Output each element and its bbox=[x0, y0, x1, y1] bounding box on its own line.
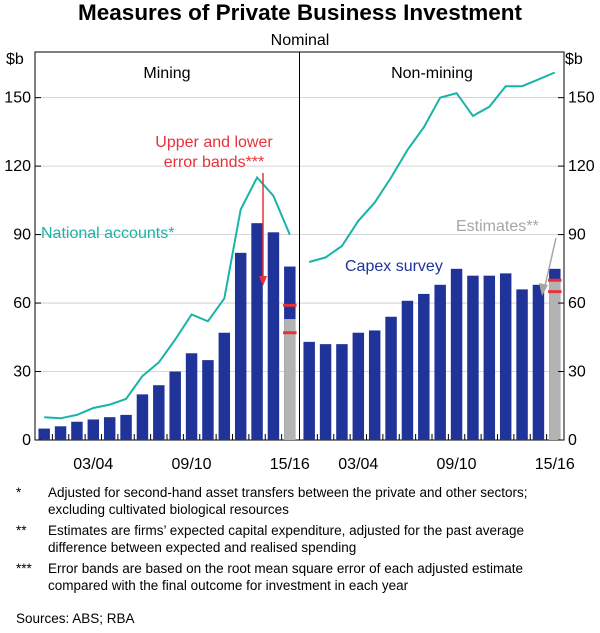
capex-bar bbox=[169, 371, 181, 440]
unit-left: $b bbox=[6, 51, 24, 68]
capex-bar bbox=[218, 332, 231, 440]
annotation-national-accounts: National accounts* bbox=[41, 225, 174, 242]
y-tick-label-right: 60 bbox=[568, 295, 586, 312]
x-tick-label: 15/16 bbox=[270, 456, 310, 473]
capex-bar bbox=[185, 353, 198, 440]
x-tick-label: 15/16 bbox=[535, 456, 575, 473]
unit-right: $b bbox=[565, 51, 583, 68]
x-tick-label: 03/04 bbox=[338, 456, 378, 473]
capex-bar bbox=[87, 419, 100, 440]
capex-bar bbox=[483, 275, 496, 440]
footnote: *** Error bands are based on the root me… bbox=[16, 560, 586, 594]
capex-bar bbox=[136, 394, 149, 440]
capex-bar bbox=[303, 341, 315, 440]
y-tick-label-right: 90 bbox=[568, 227, 586, 244]
y-tick-label-left: 0 bbox=[22, 432, 31, 449]
estimate-bar bbox=[284, 319, 296, 440]
annotation-capex-survey: Capex survey bbox=[345, 258, 443, 275]
capex-bar bbox=[153, 385, 165, 440]
capex-bar bbox=[516, 289, 528, 440]
y-tick-label-left: 90 bbox=[13, 227, 31, 244]
sources: Sources: ABS; RBA bbox=[16, 611, 135, 626]
error-bands-arrowhead bbox=[259, 276, 267, 286]
y-tick-label-left: 60 bbox=[13, 295, 31, 312]
y-tick-label-right: 30 bbox=[568, 364, 586, 381]
estimates-arrow bbox=[544, 237, 557, 287]
chart-marks bbox=[38, 71, 562, 440]
capex-bar bbox=[336, 344, 348, 440]
footnote-text: Estimates are firms’ expected capital ex… bbox=[48, 523, 525, 555]
x-tick-label: 09/10 bbox=[437, 456, 477, 473]
footnotes: * Adjusted for second-hand asset transfe… bbox=[16, 484, 586, 598]
capex-bar bbox=[450, 268, 463, 440]
footnote-text: Adjusted for second-hand asset transfers… bbox=[48, 485, 528, 517]
capex-bar bbox=[71, 421, 83, 440]
chart: Measures of Private Business Investment … bbox=[4, 0, 595, 473]
capex-bar bbox=[434, 284, 446, 440]
y-tick-label-left: 150 bbox=[4, 90, 31, 107]
y-tick-label-left: 30 bbox=[13, 364, 31, 381]
estimate-bar bbox=[549, 280, 561, 440]
panel-title-non-mining: Non-mining bbox=[391, 65, 473, 82]
footnote: ** Estimates are firms’ expected capital… bbox=[16, 522, 586, 556]
footnote: * Adjusted for second-hand asset transfe… bbox=[16, 484, 586, 518]
capex-bar bbox=[103, 417, 116, 440]
estimates-arrowhead bbox=[539, 283, 548, 296]
chart-title: Measures of Private Business Investment bbox=[78, 0, 522, 25]
footnote-marker: ** bbox=[16, 523, 27, 538]
capex-bar bbox=[401, 300, 414, 440]
panel-title-mining: Mining bbox=[143, 65, 190, 82]
y-tick-label-right: 120 bbox=[568, 158, 595, 175]
capex-bar bbox=[202, 360, 214, 440]
capex-bar bbox=[120, 414, 132, 440]
y-tick-label-right: 150 bbox=[568, 90, 595, 107]
y-axis-right: 0 30 60 90 120 150 bbox=[558, 90, 595, 449]
footnote-text: Error bands are based on the root mean s… bbox=[48, 561, 524, 593]
footnote-marker: *** bbox=[16, 561, 32, 576]
y-tick-label-left: 120 bbox=[4, 158, 31, 175]
capex-bar bbox=[352, 332, 365, 440]
annotation-error-bands-line1: Upper and lower bbox=[155, 134, 273, 151]
capex-bar bbox=[319, 344, 332, 440]
capex-bar bbox=[467, 275, 479, 440]
y-tick-label-right: 0 bbox=[568, 432, 577, 449]
x-axis: 03/04 09/10 15/16 03/04 09/10 15/16 bbox=[51, 434, 575, 473]
capex-bar bbox=[38, 428, 50, 440]
capex-bar bbox=[499, 273, 512, 440]
national-accounts-line bbox=[44, 175, 291, 420]
y-axis-left: 0 30 60 90 120 150 bbox=[4, 90, 41, 449]
capex-bar bbox=[385, 316, 397, 440]
x-tick-label: 09/10 bbox=[172, 456, 212, 473]
annotation-estimates: Estimates** bbox=[456, 218, 539, 235]
capex-bar bbox=[267, 232, 280, 440]
capex-bar bbox=[251, 223, 263, 440]
national-accounts-line bbox=[308, 71, 556, 263]
capex-bar bbox=[532, 284, 545, 440]
capex-bar bbox=[234, 252, 247, 440]
x-tick-label: 03/04 bbox=[73, 456, 113, 473]
footnote-marker: * bbox=[16, 485, 22, 500]
capex-bar bbox=[368, 330, 381, 440]
capex-bar bbox=[418, 293, 430, 440]
capex-bar bbox=[54, 426, 67, 440]
chart-subtitle: Nominal bbox=[271, 32, 330, 49]
annotation-error-bands-line2: error bands*** bbox=[164, 154, 265, 171]
